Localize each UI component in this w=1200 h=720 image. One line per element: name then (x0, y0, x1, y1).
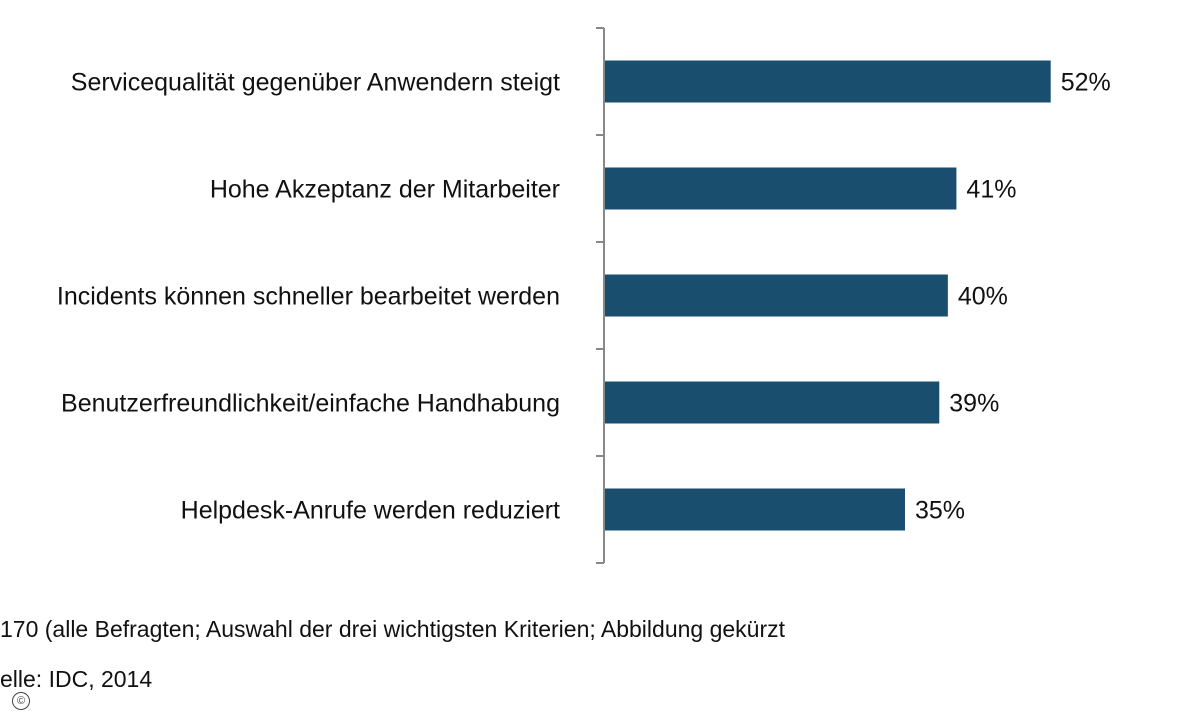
category-label: Incidents können schneller bearbeitet we… (57, 283, 560, 311)
value-label: 52% (1061, 69, 1111, 97)
footnote-source: elle: IDC, 2014 (0, 666, 153, 692)
bar (605, 381, 940, 424)
bars-group (605, 60, 1051, 531)
labels-group: Servicequalität gegenüber Anwendern stei… (57, 69, 1111, 525)
bar (605, 60, 1051, 103)
value-label: 41% (966, 176, 1016, 204)
y-axis (596, 27, 605, 564)
copyright-icon: © (12, 692, 30, 710)
bar (605, 274, 948, 317)
bar (605, 167, 957, 210)
bar (605, 488, 905, 531)
footnote-sample: 170 (alle Befragten; Auswahl der drei wi… (0, 616, 786, 642)
category-label: Helpdesk-Anrufe werden reduziert (181, 497, 560, 525)
bar-chart: Servicequalität gegenüber Anwendern stei… (57, 27, 1111, 564)
value-label: 40% (958, 283, 1008, 311)
value-label: 39% (949, 390, 999, 418)
category-label: Benutzerfreundlichkeit/einfache Handhabu… (61, 390, 560, 418)
value-label: 35% (915, 497, 965, 525)
category-label: Servicequalität gegenüber Anwendern stei… (71, 69, 560, 97)
category-label: Hohe Akzeptanz der Mitarbeiter (210, 176, 560, 204)
